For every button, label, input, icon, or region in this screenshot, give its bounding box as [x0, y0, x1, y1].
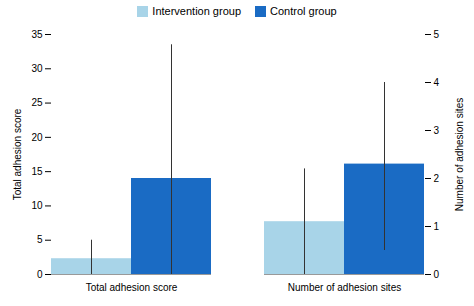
svg-text:Number of adhesion sites: Number of adhesion sites — [288, 282, 401, 293]
html-text:Intervention group: Intervention group — [152, 4, 241, 17]
svg-text:10: 10 — [31, 200, 43, 211]
svg-text:5: 5 — [37, 234, 43, 245]
svg-text:4: 4 — [434, 77, 440, 88]
svg-text:35: 35 — [31, 29, 43, 40]
svg-text:Total adhesion score: Total adhesion score — [12, 108, 23, 200]
html-text:Control group: Control group — [270, 4, 337, 17]
svg-text:Total adhesion score: Total adhesion score — [86, 282, 178, 293]
svg-text:Number of adhesion sites: Number of adhesion sites — [454, 98, 465, 211]
svg-text:3: 3 — [434, 125, 440, 136]
svg-text:2: 2 — [434, 173, 440, 184]
svg-text:25: 25 — [31, 97, 43, 108]
svg-text:20: 20 — [31, 132, 43, 143]
svg-text:0: 0 — [37, 269, 43, 280]
svg-text:5: 5 — [434, 29, 440, 40]
svg-text:30: 30 — [31, 63, 43, 74]
svg-text:15: 15 — [31, 166, 43, 177]
svg-text:1: 1 — [434, 221, 440, 232]
svg-text:0: 0 — [434, 269, 440, 280]
